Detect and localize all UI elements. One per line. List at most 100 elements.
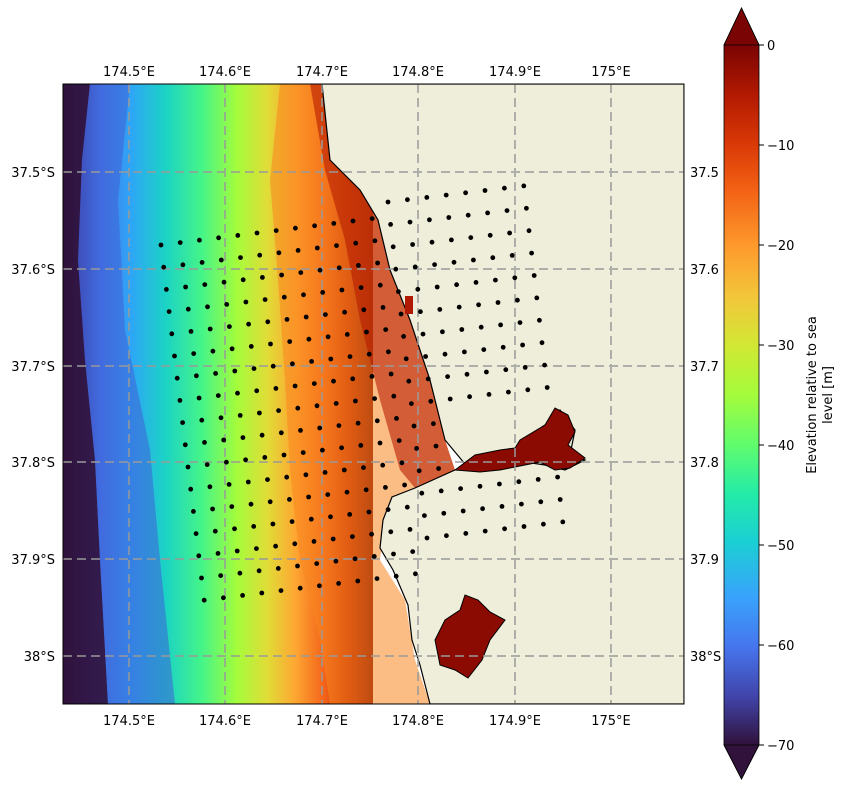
sample-point xyxy=(538,499,544,505)
sample-point xyxy=(306,494,311,500)
sample-points xyxy=(158,183,566,603)
sample-point xyxy=(218,573,224,578)
sample-point xyxy=(383,485,388,490)
sample-point xyxy=(442,351,448,357)
sample-point xyxy=(344,332,350,337)
sample-point xyxy=(254,546,259,551)
sample-point xyxy=(377,282,383,288)
sample-point xyxy=(301,292,306,298)
sample-point xyxy=(541,521,546,527)
top-tick-label: 175°E xyxy=(591,65,631,80)
sample-point xyxy=(229,504,235,509)
sample-point xyxy=(529,250,534,256)
sample-point xyxy=(333,401,339,406)
sample-point xyxy=(407,219,413,225)
sample-point xyxy=(440,329,445,335)
sample-point xyxy=(425,376,431,382)
sample-point xyxy=(464,371,470,377)
sample-point xyxy=(341,467,347,473)
sample-point xyxy=(185,464,191,470)
sample-point xyxy=(254,230,260,236)
right-tick-label: 37.8 xyxy=(690,456,719,471)
sample-point xyxy=(388,371,394,377)
colorbar-body xyxy=(724,45,759,745)
left-tick-label: 37.7°S xyxy=(11,360,55,375)
sample-point xyxy=(509,253,515,258)
sample-point xyxy=(317,425,323,431)
right-tick-label: 37.6 xyxy=(690,263,719,278)
sample-point xyxy=(366,509,372,515)
sample-point xyxy=(459,327,465,332)
sample-point xyxy=(243,457,249,463)
colorbar-tick-label: −60 xyxy=(767,639,794,654)
sample-point xyxy=(424,195,430,200)
left-tick-label: 38°S xyxy=(24,650,55,665)
sample-point xyxy=(458,486,463,491)
sample-point xyxy=(174,375,180,381)
sample-point xyxy=(391,551,396,557)
top-tick-label: 174.8°E xyxy=(392,65,444,80)
sample-point xyxy=(298,270,304,275)
sample-point xyxy=(273,228,279,234)
sample-point xyxy=(218,415,224,421)
sample-point xyxy=(232,526,237,532)
colorbar-tick-label: −50 xyxy=(767,539,794,554)
sample-point xyxy=(500,344,506,350)
sample-point xyxy=(516,479,522,485)
sample-point xyxy=(188,329,194,334)
left-tick-label: 37.6°S xyxy=(11,263,55,278)
sample-point xyxy=(213,371,219,376)
sample-point xyxy=(191,509,196,514)
sample-point xyxy=(270,521,276,527)
sample-point xyxy=(436,466,441,471)
sample-point xyxy=(385,199,391,205)
sample-point xyxy=(182,442,188,448)
sample-point xyxy=(169,331,175,337)
sample-point xyxy=(347,512,353,517)
sample-point xyxy=(391,393,397,399)
sample-point xyxy=(467,394,472,400)
bottom-tick-label: 174.7°E xyxy=(296,714,348,729)
sample-point xyxy=(265,319,271,325)
sample-point xyxy=(350,376,356,382)
gridlines xyxy=(63,84,684,704)
top-tick-label: 174.9°E xyxy=(489,65,541,80)
bottom-tick-label: 174.6°E xyxy=(199,714,251,729)
sample-point xyxy=(177,240,183,246)
sample-point xyxy=(339,287,345,293)
sample-point xyxy=(268,341,273,347)
sample-point xyxy=(463,190,468,196)
sample-point xyxy=(420,331,426,337)
sample-point xyxy=(262,455,268,460)
sample-point xyxy=(248,501,254,507)
sample-point xyxy=(358,285,364,290)
sample-point xyxy=(284,474,290,480)
sample-point xyxy=(374,576,380,581)
sample-point xyxy=(383,327,389,332)
sample-point xyxy=(355,578,361,584)
sample-point xyxy=(191,351,197,356)
sample-point xyxy=(444,533,449,539)
sample-point xyxy=(317,583,322,589)
sample-point xyxy=(441,510,447,516)
sample-point xyxy=(297,585,303,591)
sample-point xyxy=(196,553,202,559)
sample-point xyxy=(202,282,208,287)
sample-point xyxy=(216,235,222,241)
sample-point xyxy=(358,443,364,448)
sample-point xyxy=(240,593,246,598)
sample-point xyxy=(353,398,358,404)
sample-point xyxy=(197,237,202,243)
sample-point xyxy=(320,290,326,295)
sample-point xyxy=(434,284,440,290)
sample-point xyxy=(270,363,276,369)
deep-water xyxy=(63,84,108,704)
colorbar-tick-label: 0 xyxy=(767,39,775,54)
sample-point xyxy=(202,440,207,445)
sample-point xyxy=(243,299,249,305)
sample-point xyxy=(410,549,416,554)
sample-point xyxy=(534,295,540,301)
sample-point xyxy=(396,438,402,443)
sample-point xyxy=(287,497,292,502)
bottom-tick-label: 174.5°E xyxy=(103,714,155,729)
